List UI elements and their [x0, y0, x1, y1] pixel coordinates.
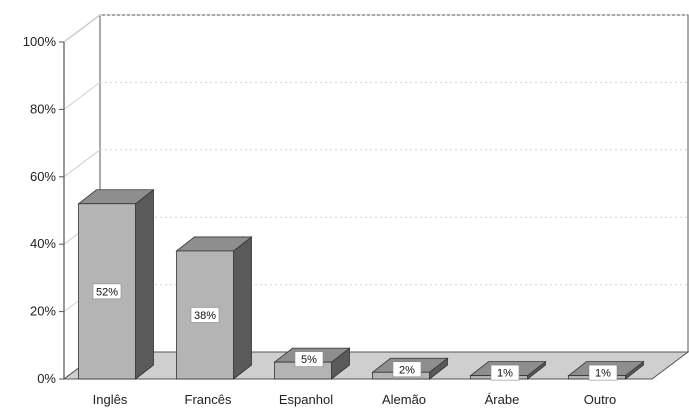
category-label: Outro	[584, 392, 617, 407]
category-label: Árabe	[485, 392, 520, 407]
chart-walls	[63, 14, 689, 380]
data-label: 52%	[96, 286, 118, 298]
data-label-box	[490, 364, 520, 381]
category-label: Inglês	[93, 392, 128, 407]
gridline-side	[63, 149, 101, 178]
data-label-box	[294, 351, 324, 367]
data-label-box	[92, 283, 122, 300]
data-label: 5%	[301, 354, 317, 366]
y-tick-label: 0%	[37, 371, 56, 386]
y-tick-label: 80%	[30, 101, 56, 116]
data-label: 38%	[194, 310, 216, 322]
bar-side-face	[135, 188, 154, 380]
bar: 2%	[371, 357, 449, 380]
y-axis	[59, 41, 65, 380]
y-tick-labels: 0% 20% 40% 60% 80% 100%	[23, 34, 57, 386]
data-label-box	[392, 361, 422, 378]
bar-side-face	[233, 236, 252, 380]
bar: 1%	[567, 360, 645, 381]
category-label: Alemão	[382, 392, 426, 407]
y-tick-label: 60%	[30, 169, 56, 184]
y-tick-label: 40%	[30, 236, 56, 251]
data-label: 1%	[595, 368, 611, 380]
data-label-box	[190, 307, 220, 323]
data-label-box	[588, 364, 618, 381]
category-label: Francês	[185, 392, 232, 407]
y-tick-label: 20%	[30, 304, 56, 319]
bar: 1%	[469, 360, 547, 381]
data-label: 2%	[399, 364, 415, 376]
gridline-side	[63, 82, 101, 110]
gridlines	[63, 14, 688, 313]
bar: 5%	[273, 347, 351, 380]
bar: 38%	[175, 236, 253, 380]
y-tick-label: 100%	[23, 34, 57, 49]
data-label: 1%	[497, 368, 513, 380]
bar: 52%	[77, 188, 155, 380]
bars: 52% 38% 5% 2% 1% 1%	[77, 188, 645, 381]
category-labels: Inglês Francês Espanhol Alemão Árabe Outro	[93, 392, 617, 407]
category-label: Espanhol	[279, 392, 333, 407]
gridline-side	[63, 14, 101, 43]
